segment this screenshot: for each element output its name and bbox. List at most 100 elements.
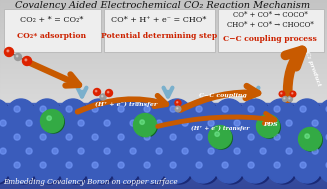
Circle shape bbox=[192, 129, 219, 156]
Bar bbox=[0, 110, 327, 111]
Bar bbox=[0, 159, 327, 160]
Circle shape bbox=[16, 55, 18, 57]
Bar bbox=[0, 75, 327, 76]
Text: (H⁺ + e⁻) transfer: (H⁺ + e⁻) transfer bbox=[95, 101, 157, 107]
Bar bbox=[0, 53, 327, 54]
Bar bbox=[0, 103, 327, 104]
Circle shape bbox=[215, 132, 219, 136]
Circle shape bbox=[222, 162, 228, 168]
Circle shape bbox=[92, 106, 98, 112]
Bar bbox=[0, 44, 327, 45]
Bar bbox=[0, 132, 327, 133]
Circle shape bbox=[22, 143, 49, 170]
Bar bbox=[0, 54, 327, 55]
Circle shape bbox=[201, 113, 229, 141]
Circle shape bbox=[204, 143, 231, 170]
Bar bbox=[0, 152, 327, 153]
Bar bbox=[0, 134, 327, 135]
Circle shape bbox=[36, 101, 63, 128]
Bar bbox=[0, 130, 327, 131]
Text: C₂ product: C₂ product bbox=[304, 51, 322, 87]
Circle shape bbox=[312, 120, 318, 126]
Bar bbox=[0, 94, 327, 95]
Circle shape bbox=[301, 129, 322, 151]
Bar bbox=[0, 183, 327, 184]
Bar bbox=[0, 12, 327, 13]
Bar bbox=[0, 72, 327, 73]
Circle shape bbox=[78, 148, 84, 154]
Bar bbox=[0, 95, 327, 96]
Bar bbox=[0, 60, 327, 61]
Circle shape bbox=[248, 134, 254, 140]
Bar bbox=[0, 136, 327, 137]
Bar bbox=[0, 171, 327, 172]
Bar bbox=[0, 22, 327, 23]
Circle shape bbox=[59, 127, 87, 155]
Bar bbox=[0, 181, 327, 182]
Circle shape bbox=[14, 134, 20, 140]
Circle shape bbox=[289, 98, 290, 99]
Circle shape bbox=[85, 127, 113, 155]
Circle shape bbox=[140, 157, 167, 184]
Bar bbox=[0, 11, 327, 12]
Circle shape bbox=[260, 120, 266, 126]
Circle shape bbox=[40, 106, 46, 112]
Circle shape bbox=[209, 125, 232, 149]
Circle shape bbox=[95, 90, 97, 92]
Bar bbox=[0, 89, 327, 90]
Circle shape bbox=[244, 129, 271, 156]
Bar bbox=[0, 177, 327, 178]
Circle shape bbox=[88, 157, 115, 184]
Circle shape bbox=[299, 128, 321, 150]
Bar bbox=[0, 170, 327, 171]
Text: CO₂ + * = CO₂*: CO₂ + * = CO₂* bbox=[20, 16, 84, 24]
Bar bbox=[0, 47, 327, 48]
Circle shape bbox=[166, 101, 193, 128]
Bar bbox=[0, 101, 327, 102]
Bar bbox=[0, 153, 327, 154]
Bar bbox=[0, 151, 327, 152]
Bar bbox=[0, 122, 327, 123]
Bar bbox=[0, 169, 327, 170]
Circle shape bbox=[97, 113, 125, 141]
Circle shape bbox=[234, 120, 240, 126]
Circle shape bbox=[300, 162, 306, 168]
Bar bbox=[0, 116, 327, 117]
Bar bbox=[0, 32, 327, 33]
Circle shape bbox=[144, 162, 150, 168]
Bar bbox=[0, 29, 327, 30]
Circle shape bbox=[322, 101, 327, 128]
Circle shape bbox=[10, 157, 37, 184]
Circle shape bbox=[106, 90, 112, 97]
Circle shape bbox=[177, 102, 178, 103]
Circle shape bbox=[192, 101, 219, 128]
Circle shape bbox=[305, 141, 327, 169]
Circle shape bbox=[66, 134, 72, 140]
Bar bbox=[0, 33, 327, 34]
Bar bbox=[0, 74, 327, 75]
Circle shape bbox=[305, 134, 309, 138]
Bar bbox=[0, 137, 327, 138]
Circle shape bbox=[108, 91, 109, 93]
Circle shape bbox=[282, 143, 309, 170]
Circle shape bbox=[204, 115, 231, 142]
Circle shape bbox=[267, 155, 295, 183]
Bar bbox=[0, 35, 327, 36]
Bar bbox=[0, 148, 327, 149]
Circle shape bbox=[92, 134, 98, 140]
Circle shape bbox=[163, 155, 191, 183]
Circle shape bbox=[52, 148, 58, 154]
Circle shape bbox=[156, 148, 162, 154]
Bar bbox=[0, 68, 327, 69]
Circle shape bbox=[36, 157, 63, 184]
Bar bbox=[0, 38, 327, 39]
Circle shape bbox=[326, 106, 327, 112]
Bar bbox=[0, 105, 327, 106]
Circle shape bbox=[279, 113, 307, 141]
Circle shape bbox=[163, 99, 191, 127]
Bar bbox=[0, 102, 327, 103]
Bar bbox=[0, 142, 327, 143]
Text: C−C coupling process: C−C coupling process bbox=[223, 35, 317, 43]
Bar bbox=[0, 81, 327, 82]
Bar bbox=[0, 185, 327, 186]
